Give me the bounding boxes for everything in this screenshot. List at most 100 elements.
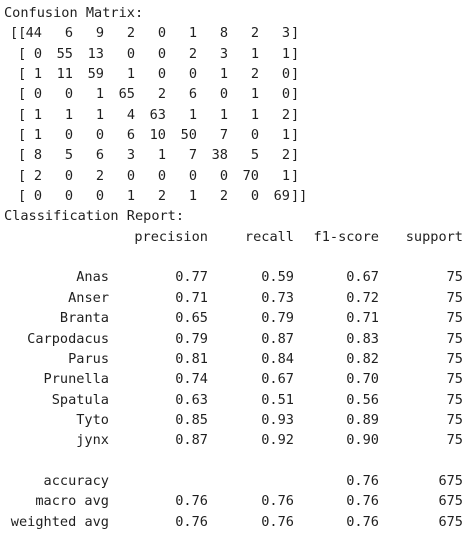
report-support-value: 75: [446, 310, 463, 327]
row-close-bracket: ]: [291, 167, 300, 184]
matrix-cell: 0: [219, 86, 228, 103]
report-row-label: Branta: [59, 310, 109, 327]
matrix-cell: 1: [281, 167, 290, 184]
report-f1-score-value: 0.76: [346, 472, 379, 489]
report-f1-score-value: 0.82: [346, 350, 379, 367]
confusion-matrix-row: [1 0 0 6 10 50 7 0 1]: [4, 125, 475, 145]
row-close-bracket: ]: [291, 25, 300, 42]
report-precision-value: 0.71: [175, 289, 208, 306]
matrix-cell: 1: [33, 106, 42, 123]
report-summary-row: weighted avg 0.76 0.76 0.76 675: [4, 512, 475, 532]
row-open-bracket: [: [18, 106, 27, 123]
matrix-cell: 1: [95, 86, 104, 103]
report-precision-value: 0.76: [175, 513, 208, 530]
matrix-cell: 0: [64, 86, 73, 103]
report-summary-row: accuracy 0.76 675: [4, 471, 475, 491]
report-class-row: Prunella 0.74 0.67 0.70 75: [4, 369, 475, 389]
report-support-value: 75: [446, 371, 463, 388]
matrix-cell: 2: [281, 147, 290, 164]
report-class-row: Anas 0.77 0.59 0.67 75: [4, 267, 475, 287]
report-class-row: Carpodacus 0.79 0.87 0.83 75: [4, 329, 475, 349]
matrix-cell: 2: [157, 86, 166, 103]
matrix-cell: 2: [250, 66, 259, 83]
matrix-cell: 2: [219, 188, 228, 205]
confusion-matrix-row: [0 0 0 1 2 1 2 0 69]]: [4, 186, 475, 206]
matrix-cell: 65: [118, 86, 135, 103]
report-support-value: 675: [438, 493, 463, 510]
matrix-cell: 0: [157, 45, 166, 62]
matrix-cell: 0: [33, 45, 42, 62]
matrix-cell: 6: [126, 127, 135, 144]
matrix-cell: 69: [273, 188, 290, 205]
matrix-cell: 0: [281, 86, 290, 103]
report-f1-score-value: 0.89: [346, 411, 379, 428]
report-summary-row: macro avg 0.76 0.76 0.76 675: [4, 491, 475, 511]
matrix-cell: 7: [219, 127, 228, 144]
matrix-cell: 11: [56, 66, 73, 83]
report-support-value: 75: [446, 391, 463, 408]
matrix-cell: 10: [149, 127, 166, 144]
matrix-cell: 1: [250, 106, 259, 123]
report-f1-score-value: 0.70: [346, 371, 379, 388]
report-row-label: Anas: [76, 269, 109, 286]
report-support-value: 75: [446, 350, 463, 367]
matrix-cell: 1: [188, 106, 197, 123]
confusion-matrix-row: [1 11 59 1 0 0 1 2 0]: [4, 64, 475, 84]
matrix-cell: 6: [188, 86, 197, 103]
row-open-bracket: [: [18, 45, 27, 62]
report-f1-score-value: 0.76: [346, 513, 379, 530]
confusion-matrix-row: [1 1 1 4 63 1 1 1 2]: [4, 105, 475, 125]
matrix-cell: 3: [281, 25, 290, 42]
report-recall-value: 0.59: [261, 269, 294, 286]
matrix-cell: 6: [64, 25, 73, 42]
row-close-bracket: ]: [291, 127, 300, 144]
matrix-cell: 0: [281, 66, 290, 83]
report-f1-score-value: 0.83: [346, 330, 379, 347]
report-f1-score-value: 0.56: [346, 391, 379, 408]
report-row-label: macro avg: [35, 493, 109, 510]
report-precision-value: 0.79: [175, 330, 208, 347]
confusion-matrix-row: [[44 6 9 2 0 1 8 2 3]: [4, 23, 475, 43]
matrix-cell: 1: [126, 66, 135, 83]
report-header-recall: recall: [244, 228, 294, 245]
report-class-row: Spatula 0.63 0.51 0.56 75: [4, 390, 475, 410]
report-precision-value: 0.74: [175, 371, 208, 388]
matrix-cell: 1: [188, 25, 197, 42]
report-recall-value: 0.76: [261, 513, 294, 530]
report-class-row: Branta 0.65 0.79 0.71 75: [4, 308, 475, 328]
matrix-cell: 1: [219, 66, 228, 83]
matrix-cell: 0: [188, 167, 197, 184]
report-precision-value: 0.63: [175, 391, 208, 408]
matrix-cell: 8: [219, 25, 228, 42]
matrix-cell: 38: [211, 147, 228, 164]
report-f1-score-value: 0.71: [346, 310, 379, 327]
report-recall-value: 0.67: [261, 371, 294, 388]
row-close-bracket: ]]: [291, 188, 308, 205]
report-f1-score-value: 0.67: [346, 269, 379, 286]
matrix-cell: 6: [95, 147, 104, 164]
row-open-bracket: [: [18, 147, 27, 164]
matrix-cell: 0: [64, 167, 73, 184]
confusion-matrix-row: [2 0 2 0 0 0 0 70 1]: [4, 166, 475, 186]
report-row-label: weighted avg: [10, 513, 109, 530]
matrix-cell: 9: [95, 25, 104, 42]
matrix-cell: 1: [281, 45, 290, 62]
report-row-label: Parus: [68, 350, 109, 367]
report-row-label: Carpodacus: [27, 330, 109, 347]
report-support-value: 75: [446, 432, 463, 449]
matrix-cell: 0: [33, 86, 42, 103]
report-recall-value: 0.87: [261, 330, 294, 347]
matrix-cell: 0: [219, 167, 228, 184]
matrix-cell: 1: [95, 106, 104, 123]
report-class-row: Tyto 0.85 0.93 0.89 75: [4, 410, 475, 430]
report-support-value: 75: [446, 289, 463, 306]
matrix-cell: 3: [126, 147, 135, 164]
matrix-cell: 0: [95, 127, 104, 144]
matrix-cell: 1: [64, 106, 73, 123]
report-row-label: jynx: [76, 432, 109, 449]
matrix-cell: 63: [149, 106, 166, 123]
report-support-value: 75: [446, 411, 463, 428]
report-recall-value: 0.76: [261, 493, 294, 510]
confusion-matrix: [[44 6 9 2 0 1 8 2 3][0 55 13 0 0 2 3 1 1][1 11 59 1 0 0 1 2 0][…: [4, 23, 475, 206]
matrix-cell: 8: [33, 147, 42, 164]
